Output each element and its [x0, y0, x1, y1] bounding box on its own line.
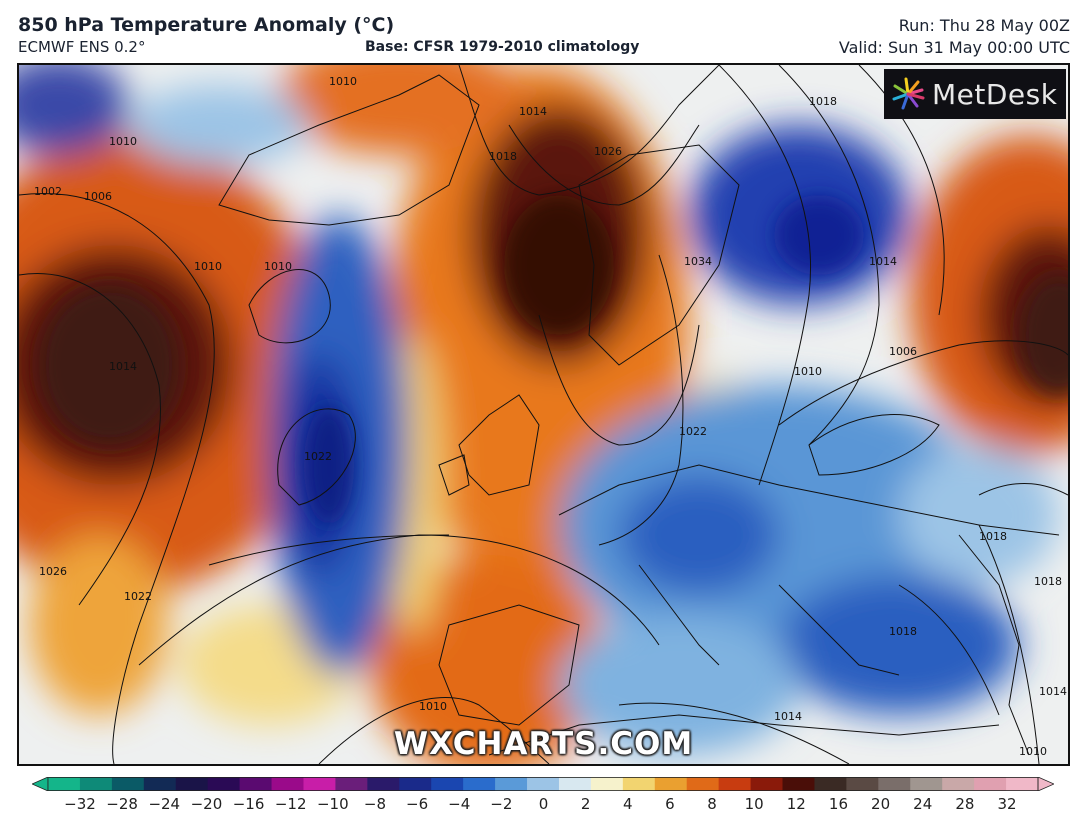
isobar-label: 1026 [594, 145, 622, 158]
colorbar-tick-label: −6 [406, 795, 429, 813]
colorbar-tick-label: 28 [955, 795, 975, 813]
isobar-label: 1010 [194, 260, 222, 273]
isobar-label: 1022 [304, 450, 332, 463]
colorbar-cell [846, 777, 879, 791]
colorbar-cell [463, 777, 496, 791]
isobar-label: 1014 [519, 105, 547, 118]
isobar-label: 1034 [684, 255, 712, 268]
run-time-label: Run: Thu 28 May 00Z [898, 16, 1070, 35]
colorbar-tick-label: −32 [64, 795, 96, 813]
colorbar-cell [814, 777, 847, 791]
colorbar-cell [558, 777, 592, 791]
colorbar-cell [207, 777, 241, 791]
isobar-label: 1014 [869, 255, 897, 268]
isobar-label: 1014 [774, 710, 802, 723]
isobar-label: 1022 [679, 425, 707, 438]
colorbar-tick-label: −8 [363, 795, 387, 813]
chart-title: 850 hPa Temperature Anomaly (°C) [18, 14, 395, 36]
isobar-label: 1022 [124, 590, 152, 603]
colorbar-cell [239, 777, 273, 791]
colorbar-cell [527, 777, 560, 791]
colorbar-tick-label: −28 [106, 795, 138, 813]
colorbar-tick-label: 32 [997, 795, 1017, 813]
colorbar-tick-label: −20 [190, 795, 223, 813]
valid-time-label: Valid: Sun 31 May 00:00 UTC [838, 38, 1070, 57]
colorbar-cell [175, 777, 209, 791]
colorbar-cell [335, 777, 368, 791]
colorbar-cell [974, 777, 1007, 791]
colorbar-tick-label: 0 [538, 795, 549, 813]
metdesk-pinwheel-icon [892, 77, 925, 110]
colorbar-cell [143, 777, 177, 791]
colorbar-cell [399, 777, 432, 791]
anomaly-map[interactable]: 1010 1010 1014 1018 1026 1018 1002 1006 … [17, 63, 1070, 766]
colorbar-cell [750, 777, 784, 791]
colorbar-tick-label: 16 [828, 795, 848, 813]
colorbar [32, 777, 1054, 791]
isobar-label: 1018 [809, 95, 837, 108]
isobar-label: 1018 [889, 625, 917, 638]
isobar-label: 1010 [109, 135, 137, 148]
colorbar-tick-label: −24 [148, 795, 181, 813]
isobar-label: 1002 [34, 185, 62, 198]
isobars [19, 65, 1068, 764]
isobar-label: 1010 [794, 365, 822, 378]
model-subtitle: ECMWF ENS 0.2° [18, 38, 146, 56]
isobar-label: 1014 [109, 360, 137, 373]
colorbar-cell [271, 777, 304, 791]
colorbar-cell [1006, 777, 1039, 791]
colorbar-min-arrow [32, 777, 49, 791]
wxcharts-watermark: WXCHARTS.COM [393, 726, 694, 762]
anomaly-field: 1010 1010 1014 1018 1026 1018 1002 1006 … [19, 65, 1068, 764]
colorbar-cell [367, 777, 400, 791]
colorbar-cell [111, 777, 145, 791]
isobar-label: 1010 [1019, 745, 1047, 758]
metdesk-logo-text: MetDesk [932, 77, 1058, 111]
colorbar-cell [910, 777, 943, 791]
colorbar-cell [654, 777, 688, 791]
colorbar-tick-label: 12 [786, 795, 806, 813]
colorbar-tick-label: 20 [871, 795, 891, 813]
colorbar-tick-label: 10 [744, 795, 764, 813]
isobar-label: 1018 [1034, 575, 1062, 588]
colorbar-cell [942, 777, 975, 791]
colorbar-cell [622, 777, 656, 791]
colorbar-cell [79, 777, 113, 791]
isobar-label: 1010 [264, 260, 292, 273]
colorbar-tick-label: 2 [580, 795, 591, 813]
colorbar-cell [686, 777, 720, 791]
colorbar-tick-label: −2 [490, 795, 513, 813]
colorbar-cell [495, 777, 528, 791]
colorbar-cell [48, 777, 81, 791]
isobar-label: 1006 [84, 190, 112, 203]
colorbar-tick-label: 4 [622, 795, 633, 813]
colorbar-max-arrow [1037, 777, 1054, 791]
colorbar-tick-label: −16 [232, 795, 265, 813]
climatology-base-label: Base: CFSR 1979-2010 climatology [365, 39, 640, 55]
colorbar-ticks: −32 −28 −24 −20 −16 −12 −10 −8 −6 −4 −2 0 2 4 6 8 10 12 16… [0, 795, 1088, 819]
isobar-labels: 1010 1010 1014 1018 1026 1018 1002 1006 … [34, 75, 1067, 758]
colorbar-tick-label: −4 [448, 795, 471, 813]
colorbar-cell [431, 777, 464, 791]
colorbar-cell [718, 777, 752, 791]
colorbar-cell [303, 777, 336, 791]
colorbar-tick-label: −10 [316, 795, 349, 813]
isobar-label: 1014 [1039, 685, 1067, 698]
colorbar-tick-label: 24 [913, 795, 933, 813]
colorbar-cell [590, 777, 624, 791]
isobar-label: 1010 [329, 75, 357, 88]
colorbar-cell [878, 777, 911, 791]
colorbar-cell [782, 777, 815, 791]
metdesk-logo: MetDesk [884, 69, 1066, 119]
isobar-label: 1006 [889, 345, 917, 358]
isobar-label: 1018 [489, 150, 517, 163]
isobar-label: 1010 [419, 700, 447, 713]
colorbar-tick-label: 6 [665, 795, 675, 813]
colorbar-tick-label: 8 [707, 795, 717, 813]
colorbar-tick-label: −12 [274, 795, 307, 813]
isobar-label: 1026 [39, 565, 67, 578]
isobar-label: 1018 [979, 530, 1007, 543]
